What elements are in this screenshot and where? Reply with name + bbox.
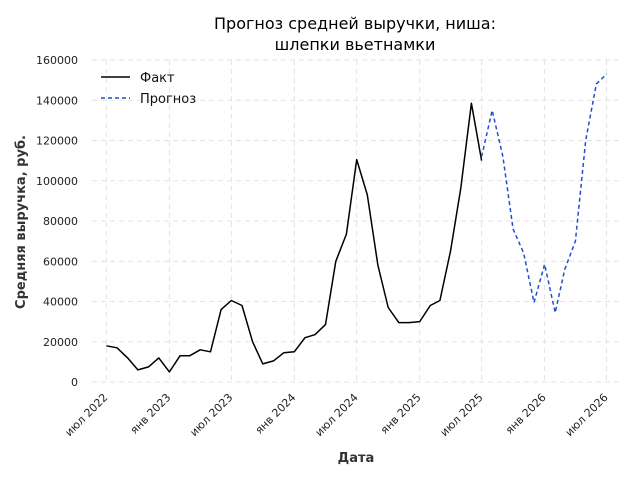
x-tick-label: июл 2022: [62, 391, 110, 439]
y-axis-ticks: 0 20000 40000 60000 80000 100000 120000 140000 1…: [36, 54, 78, 389]
series-lines: [106, 73, 608, 373]
y-tick-label: 20000: [43, 336, 78, 349]
y-tick-label: 160000: [36, 54, 78, 67]
series-line-fact: [106, 102, 483, 373]
legend: Факт Прогноз: [101, 71, 196, 107]
y-tick-label: 0: [71, 376, 78, 389]
legend-label-forecast: Прогноз: [140, 92, 196, 107]
y-tick-label: 80000: [43, 215, 78, 228]
y-tick-label: 40000: [43, 296, 78, 309]
x-tick-label: янв 2023: [128, 391, 174, 437]
y-axis-label: Средняя выручка, руб.: [14, 135, 29, 309]
y-tick-label: 100000: [36, 175, 78, 188]
x-tick-label: июл 2024: [313, 391, 361, 439]
y-tick-label: 120000: [36, 135, 78, 148]
grid: [92, 59, 622, 383]
x-axis-ticks: июл 2022 янв 2023 июл 2023 янв 2024 июл 2024…: [62, 391, 610, 439]
y-tick-label: 140000: [36, 94, 78, 107]
x-tick-label: янв 2024: [253, 391, 299, 437]
series-line-forecast: [480, 73, 608, 314]
y-tick-label: 60000: [43, 255, 78, 268]
x-tick-label: янв 2026: [503, 391, 549, 437]
x-tick-label: янв 2025: [378, 391, 424, 437]
x-tick-label: июл 2025: [438, 391, 486, 439]
chart-subtitle: шлепки вьетнамки: [275, 35, 436, 54]
chart-title: Прогноз средней выручки, ниша:: [214, 14, 496, 33]
x-tick-label: июл 2023: [187, 391, 235, 439]
legend-label-fact: Факт: [140, 71, 175, 86]
x-axis-label: Дата: [338, 451, 375, 466]
x-tick-label: июл 2026: [563, 391, 611, 439]
